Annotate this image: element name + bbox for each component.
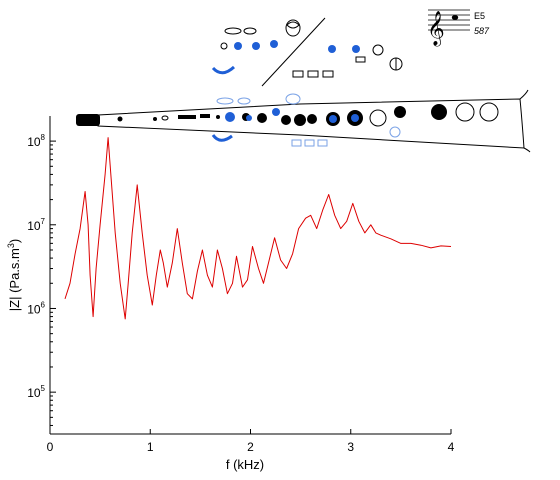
x-axis-label: f (kHz) — [226, 457, 264, 472]
note-staff: 𝄞 E5 587 — [427, 9, 490, 47]
y-tick-label: 107 — [27, 217, 45, 233]
x-tick-label: 2 — [247, 440, 254, 454]
divider-line — [261, 17, 326, 87]
note-head-icon — [451, 15, 459, 20]
clarinet-bell-flare — [519, 89, 531, 153]
fingering-chart — [211, 17, 403, 87]
y-axis-label-tail: ) — [7, 239, 22, 243]
series-line — [64, 137, 452, 320]
clarinet-keys — [100, 93, 499, 147]
y-axis-label-sup: 3 — [6, 243, 16, 248]
note-frequency: 587 — [474, 26, 490, 36]
series-layer — [64, 137, 452, 320]
x-tick-label: 4 — [448, 440, 455, 454]
clarinet-illustration — [76, 89, 531, 153]
y-tick-label: 106 — [27, 300, 45, 316]
y-tick-label: 108 — [27, 133, 45, 149]
x-ticks: 0 1 2 3 4 — [47, 429, 455, 454]
treble-clef-icon: 𝄞 — [427, 11, 445, 47]
clarinet-mouthpiece — [76, 114, 100, 126]
note-name: E5 — [474, 11, 485, 21]
x-tick-label: 1 — [147, 440, 154, 454]
x-tick-label: 3 — [347, 440, 354, 454]
x-tick-label: 0 — [47, 440, 54, 454]
y-axis-label: |Z| (Pa.s.m3) — [6, 239, 22, 311]
y-tick-label: 105 — [27, 384, 45, 400]
y-ticks: 105 106 107 108 — [27, 133, 56, 426]
y-axis-label-main: |Z| (Pa.s.m — [7, 248, 22, 311]
